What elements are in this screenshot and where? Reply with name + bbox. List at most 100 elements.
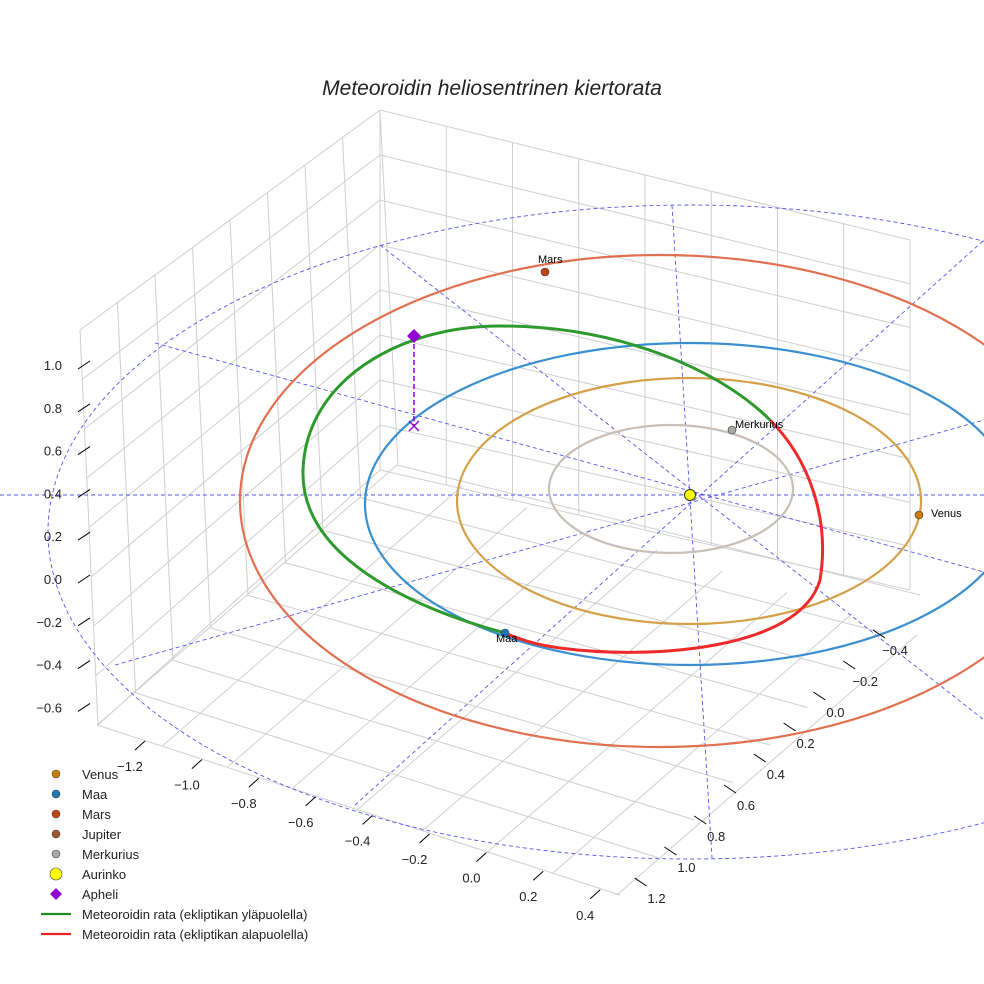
grid-line (192, 247, 211, 628)
grid-line (84, 199, 381, 430)
grid-line (161, 485, 463, 747)
grid-line (342, 137, 361, 498)
y-tick-label: 1.2 (648, 891, 666, 906)
ecliptic-circle (47, 204, 984, 860)
ref-line (114, 419, 984, 666)
y-tick-label: 1.0 (677, 860, 695, 875)
apheli-marker (407, 329, 421, 343)
grid-line (304, 164, 324, 531)
z-tick-label: 0.2 (44, 529, 62, 544)
venus-marker (914, 510, 924, 520)
maa-label: Maa (496, 633, 518, 645)
x-tick-mark (362, 815, 373, 825)
y-tick-label: 0.8 (707, 829, 725, 844)
y-tick-label: 0.6 (737, 798, 755, 813)
legend-item: Merkurius (51, 847, 140, 862)
grid-line (95, 424, 381, 677)
grid-line (321, 529, 846, 671)
grid-line (229, 219, 249, 596)
grid-line (79, 109, 381, 331)
grid-line (134, 692, 658, 858)
grid-line (421, 570, 723, 832)
legend-marker (50, 888, 62, 900)
grid-line (379, 154, 911, 285)
venus-label: Venus (931, 508, 962, 520)
ref-line (354, 239, 984, 806)
grid-line (93, 379, 381, 627)
x-tick-mark (305, 796, 317, 807)
grid-line (379, 289, 911, 416)
legend-label: Venus (82, 767, 119, 782)
grid-line (209, 627, 733, 783)
grid-line (396, 464, 921, 596)
x-tick-mark (532, 870, 544, 881)
x-tick-mark (589, 889, 601, 900)
mars-orbit (239, 253, 984, 749)
legend-label: Apheli (82, 887, 118, 902)
legend-marker (51, 769, 61, 779)
legend-label: Merkurius (82, 847, 140, 862)
x-tick-mark (134, 740, 146, 751)
z-tick-label: −0.4 (36, 658, 62, 673)
grid-line (616, 634, 918, 896)
meteoroid-orbit-below (504, 418, 824, 654)
maa-orbit (363, 341, 984, 667)
y-tick-mark (693, 815, 707, 825)
y-tick-mark (783, 722, 796, 732)
legend-label: Aurinko (82, 867, 126, 882)
legend-marker (51, 849, 61, 859)
y-tick-mark (723, 784, 737, 794)
z-tick-mark (77, 702, 91, 712)
x-tick-mark (248, 777, 260, 788)
merkurius-orbit (547, 423, 795, 555)
legend-item: Aurinko (49, 867, 126, 882)
grid-line (356, 549, 658, 811)
grid-line (96, 724, 621, 896)
ecliptic-reference-lines (0, 204, 984, 860)
grid-line (379, 199, 911, 328)
y-tick-mark (842, 660, 856, 670)
z-tick-mark (77, 403, 91, 413)
x-tick-mark (476, 852, 487, 862)
y-tick-label: 0.4 (767, 767, 785, 782)
grid-line (551, 613, 853, 875)
chart-title: Meteoroidin heliosentrinen kiertorata (322, 77, 662, 100)
ref-line (379, 244, 984, 721)
grid-line (379, 379, 911, 503)
z-tick-label: 0.8 (44, 401, 62, 416)
merkurius-marker (727, 425, 737, 435)
y-tick-label: −0.2 (852, 674, 878, 689)
legend-label: Meteoroidin rata (ekliptikan yläpuolella… (82, 907, 307, 922)
venus-orbit (455, 376, 923, 626)
grid (79, 109, 921, 896)
mars-label: Mars (538, 254, 563, 266)
x-tick-label: −1.2 (117, 759, 143, 774)
legend-label: Jupiter (82, 827, 122, 842)
z-tick-mark (77, 617, 91, 627)
aurinko-marker (684, 489, 696, 501)
z-tick-label: −0.6 (36, 700, 62, 715)
meteoroid-orbit-above (301, 324, 772, 635)
x-tick-label: −0.6 (288, 815, 314, 830)
y-tick-mark (872, 629, 886, 639)
axis-ticks: 1.0 0.8 0.6 0.4 0.2 0.0 −0.2 −0.4 −0.6 −1.2 −1.0 −0… (36, 358, 908, 923)
x-tick-label: 0.2 (519, 889, 537, 904)
y-tick-mark (753, 753, 767, 763)
x-tick-mark (419, 833, 430, 844)
z-tick-label: 0.4 (44, 486, 62, 501)
legend-label: Maa (82, 787, 108, 802)
grid-line (379, 109, 911, 241)
z-tick-label: 0.6 (44, 444, 62, 459)
legend-item: Maa (51, 787, 108, 802)
z-tick-label: 0.0 (44, 572, 62, 587)
z-tick-mark (77, 574, 91, 584)
z-tick-mark (77, 660, 91, 670)
legend-marker (51, 809, 61, 819)
grid-line (379, 109, 399, 466)
legend-item: Meteoroidin rata (ekliptikan yläpuolella… (41, 907, 307, 922)
grid-line (81, 154, 381, 380)
legend-marker (51, 789, 61, 799)
x-tick-label: −1.0 (174, 778, 200, 793)
